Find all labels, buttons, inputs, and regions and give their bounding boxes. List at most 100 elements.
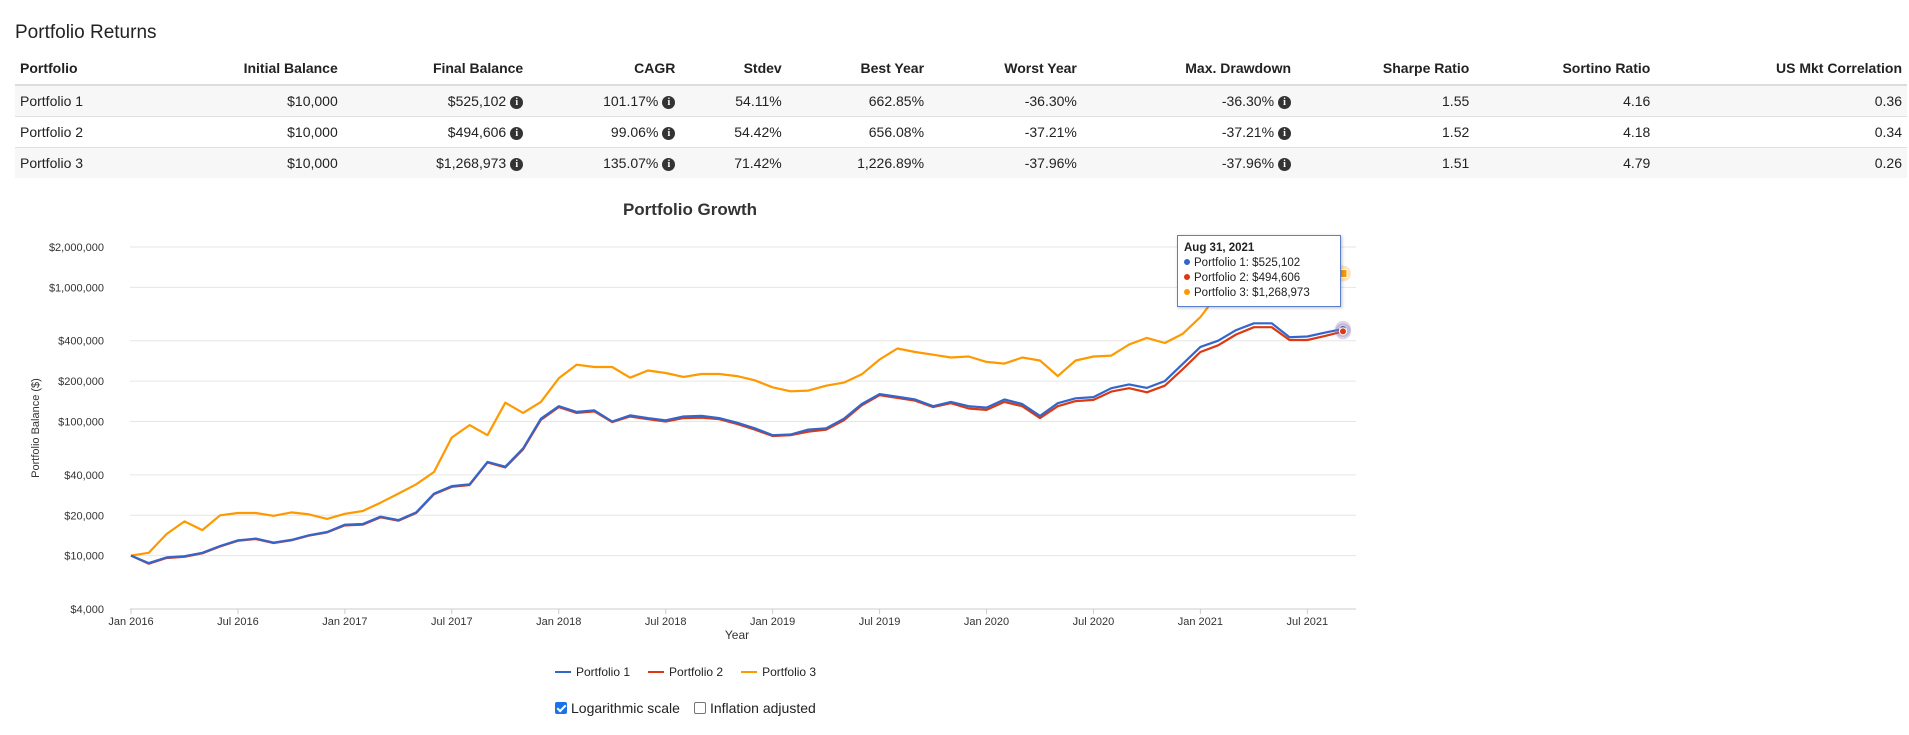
table-cell: $10,000	[150, 116, 343, 148]
y-tick-label: $4,000	[70, 604, 104, 616]
chart-legend: Portfolio 1 Portfolio 2 Portfolio 3	[555, 665, 816, 679]
table-cell: -37.96%	[929, 147, 1082, 178]
legend-item-portfolio-1[interactable]: Portfolio 1	[555, 665, 630, 679]
table-cell: -36.30%	[929, 84, 1082, 117]
y-axis-title: Portfolio Balance ($)	[30, 378, 42, 478]
table-cell: $10,000	[150, 147, 343, 178]
inflation-adjusted-checkbox[interactable]	[693, 702, 706, 714]
col-header: CAGR	[528, 52, 681, 86]
table-cell: 0.36	[1655, 84, 1907, 117]
info-circle-icon[interactable]: i	[662, 96, 676, 109]
table-row: Portfolio 1 $10,000 $525,102 i 101.17% i 54.11…	[15, 84, 1907, 117]
table-cell: 54.11%	[680, 84, 787, 117]
x-tick-label: Jan 2018	[536, 616, 581, 628]
table-header-row: Portfolio Initial Balance Final Balance …	[15, 52, 1907, 86]
chart-options: Logarithmic scale Inflation adjusted	[555, 700, 816, 716]
table-cell: Portfolio 3	[15, 147, 151, 178]
table-cell: 4.18	[1474, 116, 1656, 148]
y-tick-label: $100,000	[58, 417, 104, 429]
table-row: Portfolio 2 $10,000 $494,606 i 99.06% i 54.42%…	[15, 116, 1907, 148]
info-circle-icon[interactable]: i	[510, 96, 524, 109]
x-tick-label: Jul 2019	[859, 616, 901, 628]
x-axis: Jan 2016 Jul 2016 Jan 2017 Jul 2017 Jan 2018…	[108, 609, 1328, 628]
table-cell: $494,606 i	[342, 116, 529, 148]
page-title: Portfolio Returns	[15, 22, 157, 43]
x-tick-label: Jul 2018	[645, 616, 687, 628]
tooltip-line: Portfolio 1: $525,102	[1184, 256, 1334, 271]
info-circle-icon[interactable]: i	[662, 127, 676, 140]
table-cell: -37.21% i	[1081, 116, 1297, 148]
hover-marker-portfolio-2[interactable]	[1339, 327, 1347, 336]
table-cell: $525,102 i	[342, 84, 529, 117]
table-cell: -37.96% i	[1081, 147, 1297, 178]
table-cell: -37.21%	[929, 116, 1082, 148]
table-cell: 662.85%	[786, 84, 930, 117]
log-scale-checkbox[interactable]	[555, 702, 567, 714]
x-tick-label: Jul 2021	[1287, 616, 1329, 628]
table-cell: Portfolio 1	[15, 84, 151, 117]
table-cell: $10,000	[150, 84, 343, 117]
log-scale-toggle[interactable]: Logarithmic scale	[555, 700, 680, 716]
legend-item-portfolio-2[interactable]: Portfolio 2	[648, 665, 723, 679]
info-circle-icon[interactable]: i	[1278, 96, 1292, 109]
y-tick-label: $1,000,000	[49, 282, 104, 294]
x-tick-label: Jul 2017	[431, 616, 473, 628]
table-cell: 656.08%	[786, 116, 930, 148]
series-line-portfolio-1[interactable]	[130, 322, 1344, 565]
info-circle-icon[interactable]: i	[1278, 127, 1292, 140]
table-cell: 101.17% i	[528, 84, 681, 117]
info-circle-icon[interactable]: i	[662, 158, 676, 171]
portfolio-growth-chart[interactable]: Portfolio Growth Portfolio Balance ($) Y…	[0, 195, 1909, 655]
tooltip-date: Aug 31, 2021	[1184, 242, 1255, 254]
legend-item-portfolio-3[interactable]: Portfolio 3	[741, 665, 816, 679]
col-header: US Mkt Correlation	[1655, 52, 1907, 86]
x-tick-label: Jan 2021	[1178, 616, 1223, 628]
x-tick-label: Jan 2019	[750, 616, 795, 628]
table-cell: 1.51	[1296, 147, 1475, 178]
table-cell: Portfolio 2	[15, 116, 151, 148]
col-header: Portfolio	[15, 52, 151, 86]
col-header: Best Year	[786, 52, 930, 86]
table-cell: 4.79	[1474, 147, 1656, 178]
col-header: Sharpe Ratio	[1296, 52, 1475, 86]
col-header: Initial Balance	[150, 52, 343, 86]
chart-series	[130, 265, 1351, 565]
table-cell: 0.26	[1655, 147, 1907, 178]
chart-grid	[130, 246, 1356, 610]
table-cell: -36.30% i	[1081, 84, 1297, 117]
inflation-adjusted-toggle[interactable]: Inflation adjusted	[693, 700, 816, 716]
y-tick-label: $40,000	[64, 470, 104, 482]
table-cell: $1,268,973 i	[342, 147, 529, 178]
col-header: Stdev	[680, 52, 787, 86]
table-cell: 0.34	[1655, 116, 1907, 148]
table-cell: 1,226.89%	[786, 147, 930, 178]
y-tick-label: $20,000	[64, 510, 104, 522]
x-tick-label: Jan 2020	[964, 616, 1009, 628]
table-cell: 135.07% i	[528, 147, 681, 178]
info-circle-icon[interactable]: i	[510, 158, 524, 171]
table-cell: 4.16	[1474, 84, 1656, 117]
col-header: Sortino Ratio	[1474, 52, 1656, 86]
col-header: Max. Drawdown	[1081, 52, 1297, 86]
y-axis: $4,000 $10,000 $20,000 $40,000 $100,000 $200,…	[49, 242, 104, 616]
table-cell: 54.42%	[680, 116, 787, 148]
info-circle-icon[interactable]: i	[1278, 158, 1292, 171]
tooltip-line: Portfolio 3: $1,268,973	[1184, 286, 1334, 301]
chart-title: Portfolio Growth	[623, 200, 757, 219]
y-tick-label: $400,000	[58, 336, 104, 348]
table-cell: 71.42%	[680, 147, 787, 178]
table-cell: 1.52	[1296, 116, 1475, 148]
series-line-portfolio-2[interactable]	[130, 326, 1344, 565]
table-row: Portfolio 3 $10,000 $1,268,973 i 135.07% i 71.…	[15, 147, 1907, 178]
info-circle-icon[interactable]: i	[510, 127, 524, 140]
col-header: Worst Year	[929, 52, 1082, 86]
y-tick-label: $10,000	[64, 551, 104, 563]
col-header: Final Balance	[342, 52, 529, 86]
table-cell: 99.06% i	[528, 116, 681, 148]
x-tick-label: Jul 2020	[1073, 616, 1115, 628]
table-cell: 1.55	[1296, 84, 1475, 117]
chart-tooltip: Aug 31, 2021 Portfolio 1: $525,102 Portf…	[1177, 235, 1341, 307]
series-line-portfolio-3[interactable]	[130, 272, 1344, 557]
portfolio-returns-table: Portfolio Initial Balance Final Balance …	[15, 52, 1907, 178]
y-tick-label: $2,000,000	[49, 242, 104, 254]
